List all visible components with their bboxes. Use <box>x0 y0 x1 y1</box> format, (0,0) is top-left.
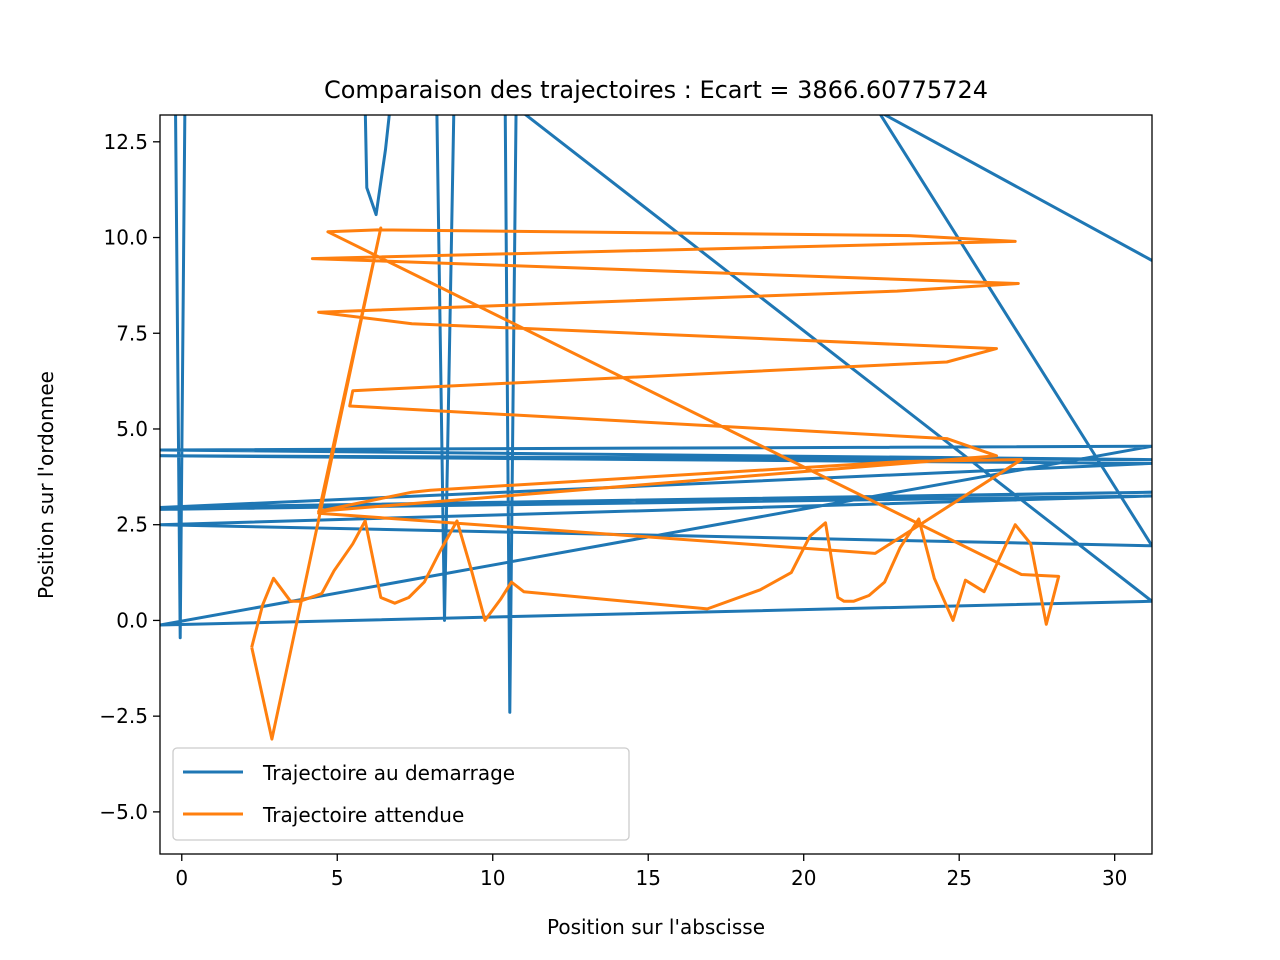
x-tick-label: 10 <box>480 866 505 890</box>
y-tick-label: 10.0 <box>103 226 148 250</box>
x-axis-ticks: 0 5 10 15 20 25 30 <box>175 854 1127 890</box>
plot-frame <box>159 114 1153 855</box>
legend-box <box>172 747 630 841</box>
y-axis-label: Position sur l'ordonnee <box>34 371 58 599</box>
x-tick-label: 5 <box>331 866 344 890</box>
y-tick-label: 0.0 <box>116 608 148 632</box>
series-layer <box>160 115 1152 741</box>
x-tick-label: 15 <box>635 866 660 890</box>
y-tick-label: −5.0 <box>99 800 148 824</box>
x-tick-label: 0 <box>175 866 188 890</box>
chart-title: Comparaison des trajectoires : Ecart = 3… <box>324 76 988 104</box>
y-tick-label: −2.5 <box>99 704 148 728</box>
y-axis-ticks: −5.0 −2.5 0.0 2.5 5.0 7.5 10.0 12.5 <box>99 130 160 824</box>
x-tick-label: 30 <box>1102 866 1127 890</box>
series-line-trajectoire-attendue <box>250 226 1061 741</box>
legend: Trajectoire au demarrage Trajectoire att… <box>172 747 630 841</box>
x-axis-label: Position sur l'abscisse <box>547 915 765 939</box>
y-tick-label: 7.5 <box>116 321 148 345</box>
y-tick-label: 2.5 <box>116 513 148 537</box>
x-tick-label: 25 <box>946 866 971 890</box>
y-tick-label: 12.5 <box>103 130 148 154</box>
legend-label-attendue: Trajectoire attendue <box>262 803 464 827</box>
series-line-trajectoire-au-demarrage <box>160 115 1152 714</box>
y-tick-label: 5.0 <box>116 417 148 441</box>
legend-label-demarrage: Trajectoire au demarrage <box>262 761 515 785</box>
x-tick-label: 20 <box>791 866 816 890</box>
